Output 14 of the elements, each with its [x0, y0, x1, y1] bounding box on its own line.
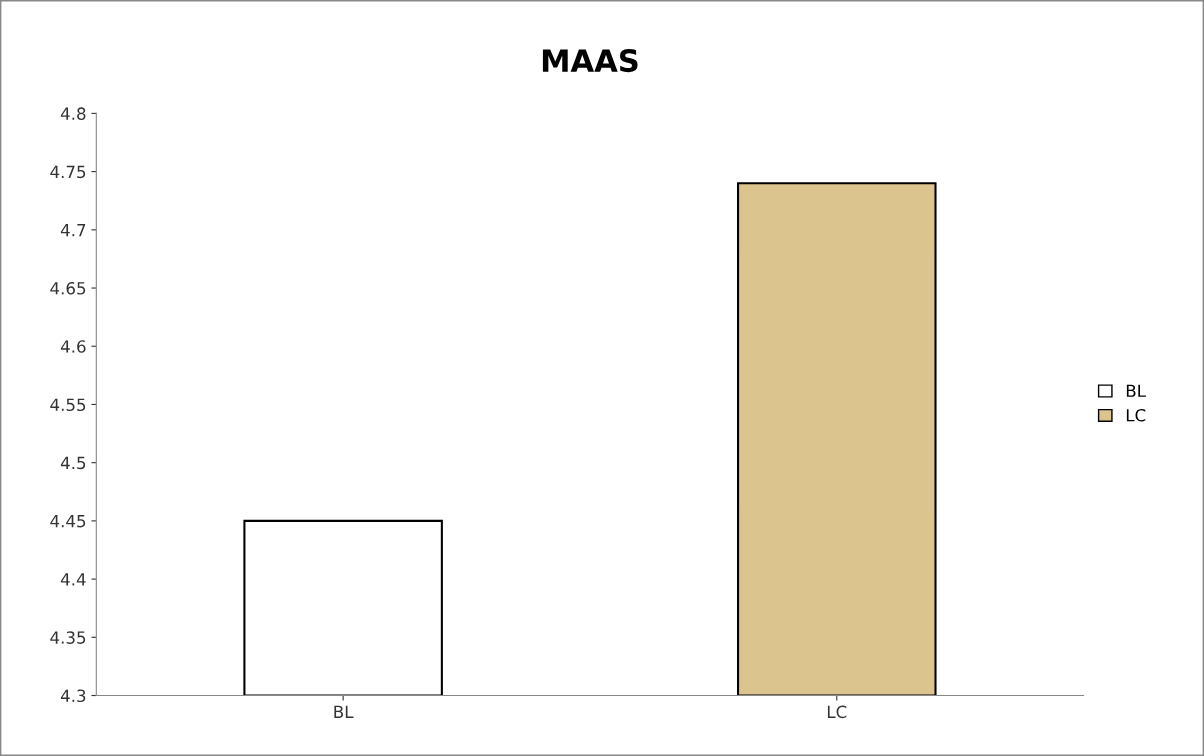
y-tick-label: 4.35 — [50, 631, 86, 644]
y-tick-label: 4.4 — [60, 573, 86, 586]
y-tick-label: 4.8 — [60, 107, 86, 120]
y-tick-label: 4.6 — [60, 340, 86, 353]
legend-label: BL — [1126, 384, 1146, 397]
y-tick-label: 4.3 — [60, 689, 86, 703]
legend-label: LC — [1126, 408, 1146, 422]
y-tick-label: 4.45 — [50, 515, 86, 528]
y-tick-label: 4.7 — [60, 224, 86, 237]
chart-title: MAAS — [542, 49, 638, 73]
y-tick-label: 4.55 — [50, 398, 86, 412]
y-tick-label: 4.65 — [50, 282, 86, 295]
y-tick-label: 4.5 — [60, 456, 86, 470]
y-tick-label: 4.75 — [50, 165, 86, 179]
